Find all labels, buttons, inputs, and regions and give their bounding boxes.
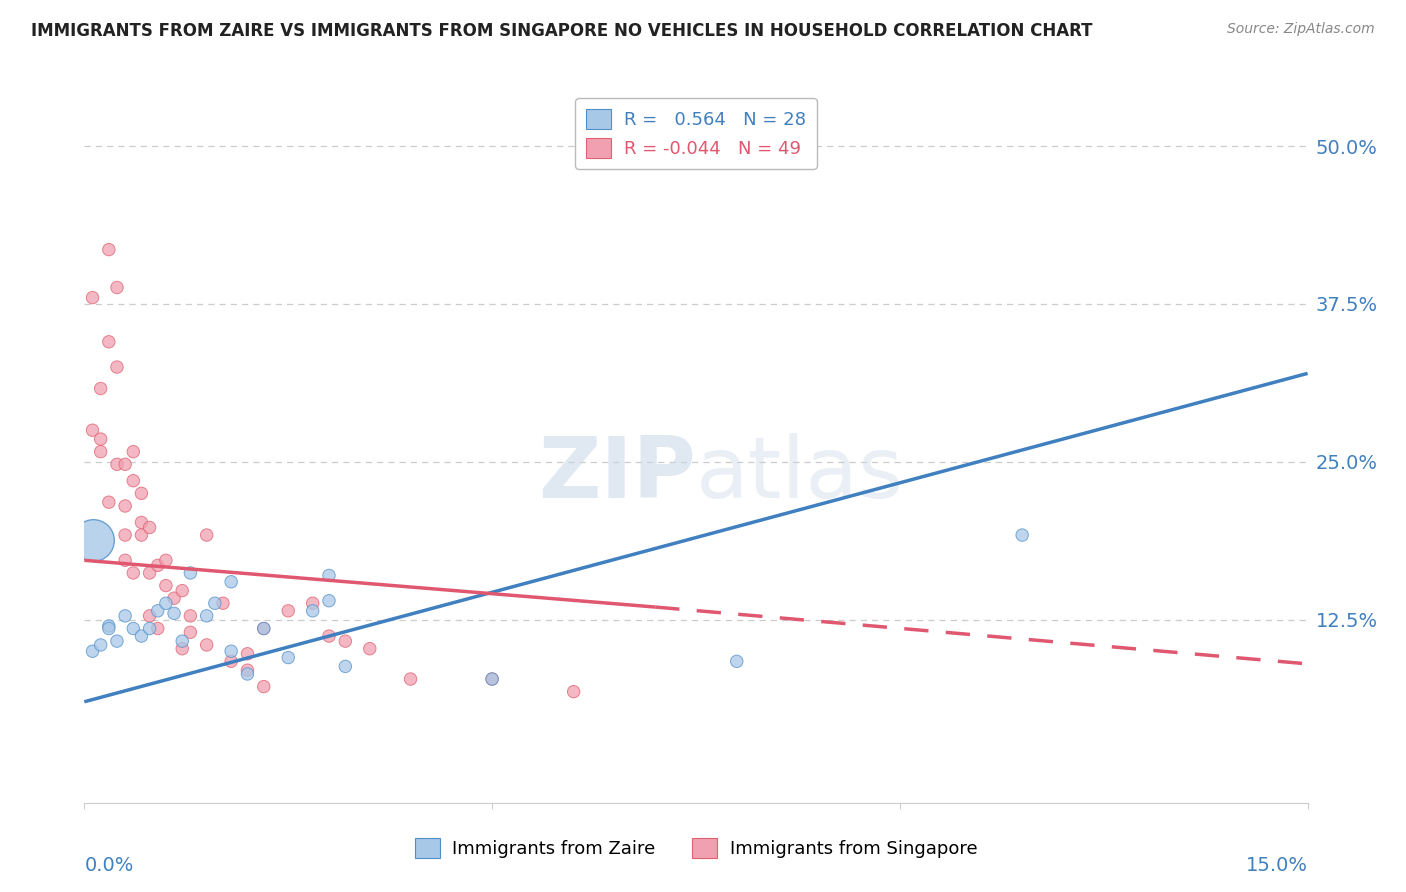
Text: 15.0%: 15.0% bbox=[1246, 855, 1308, 875]
Text: Source: ZipAtlas.com: Source: ZipAtlas.com bbox=[1227, 22, 1375, 37]
Point bbox=[131, 516, 153, 530]
Point bbox=[82, 533, 104, 547]
Point bbox=[301, 604, 323, 618]
Point bbox=[179, 625, 201, 640]
Point bbox=[219, 574, 242, 589]
Point bbox=[146, 622, 169, 636]
Point bbox=[155, 578, 177, 592]
Point bbox=[1011, 528, 1033, 542]
Point bbox=[172, 634, 194, 648]
Point bbox=[359, 641, 381, 656]
Point bbox=[90, 382, 112, 396]
Point bbox=[195, 638, 218, 652]
Point bbox=[90, 444, 112, 458]
Point bbox=[105, 280, 128, 294]
Point bbox=[114, 608, 136, 623]
Point bbox=[82, 644, 104, 658]
Point bbox=[105, 458, 128, 472]
Point bbox=[114, 553, 136, 567]
Point bbox=[481, 672, 503, 686]
Point bbox=[155, 596, 177, 610]
Point bbox=[155, 553, 177, 567]
Point bbox=[301, 596, 323, 610]
Point bbox=[122, 566, 145, 580]
Point bbox=[97, 495, 120, 509]
Point bbox=[105, 634, 128, 648]
Point bbox=[195, 528, 218, 542]
Point bbox=[253, 680, 276, 694]
Point bbox=[219, 654, 242, 668]
Point bbox=[236, 663, 259, 677]
Point bbox=[318, 593, 340, 607]
Text: ZIP: ZIP bbox=[538, 433, 696, 516]
Point bbox=[335, 659, 357, 673]
Point bbox=[179, 608, 201, 623]
Point bbox=[97, 334, 120, 349]
Point bbox=[90, 638, 112, 652]
Point bbox=[131, 528, 153, 542]
Point bbox=[138, 566, 160, 580]
Point bbox=[172, 641, 194, 656]
Point bbox=[131, 486, 153, 500]
Point bbox=[163, 591, 186, 606]
Point bbox=[97, 243, 120, 257]
Point bbox=[253, 622, 276, 636]
Point bbox=[179, 566, 201, 580]
Point bbox=[114, 499, 136, 513]
Point bbox=[97, 619, 120, 633]
Point bbox=[138, 520, 160, 534]
Point bbox=[277, 650, 299, 665]
Point bbox=[146, 604, 169, 618]
Point bbox=[253, 622, 276, 636]
Text: IMMIGRANTS FROM ZAIRE VS IMMIGRANTS FROM SINGAPORE NO VEHICLES IN HOUSEHOLD CORR: IMMIGRANTS FROM ZAIRE VS IMMIGRANTS FROM… bbox=[31, 22, 1092, 40]
Point bbox=[138, 622, 160, 636]
Point bbox=[122, 474, 145, 488]
Point bbox=[236, 667, 259, 681]
Point bbox=[172, 583, 194, 598]
Point bbox=[725, 654, 748, 668]
Point bbox=[318, 568, 340, 582]
Text: atlas: atlas bbox=[696, 433, 904, 516]
Point bbox=[114, 458, 136, 472]
Point bbox=[204, 596, 226, 610]
Point bbox=[82, 291, 104, 305]
Point bbox=[277, 604, 299, 618]
Point bbox=[163, 607, 186, 621]
Point bbox=[138, 608, 160, 623]
Point bbox=[399, 672, 422, 686]
Point bbox=[481, 672, 503, 686]
Text: 0.0%: 0.0% bbox=[84, 855, 134, 875]
Point bbox=[82, 423, 104, 437]
Point bbox=[105, 360, 128, 375]
Point bbox=[131, 629, 153, 643]
Point bbox=[195, 608, 218, 623]
Point bbox=[212, 596, 235, 610]
Point bbox=[219, 644, 242, 658]
Point bbox=[236, 647, 259, 661]
Point bbox=[335, 634, 357, 648]
Point bbox=[122, 444, 145, 458]
Point bbox=[562, 684, 585, 698]
Legend: Immigrants from Zaire, Immigrants from Singapore: Immigrants from Zaire, Immigrants from S… bbox=[408, 830, 984, 865]
Point bbox=[114, 528, 136, 542]
Point bbox=[97, 622, 120, 636]
Point bbox=[90, 432, 112, 446]
Point bbox=[146, 558, 169, 573]
Point bbox=[122, 622, 145, 636]
Point bbox=[318, 629, 340, 643]
